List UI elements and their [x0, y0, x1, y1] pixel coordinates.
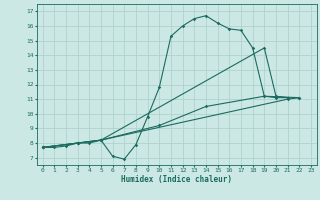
X-axis label: Humidex (Indice chaleur): Humidex (Indice chaleur): [121, 175, 232, 184]
